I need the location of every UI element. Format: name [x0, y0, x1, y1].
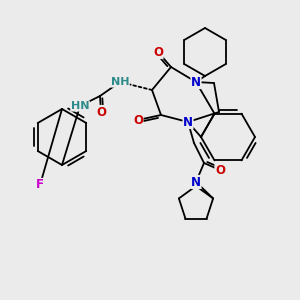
Text: O: O: [215, 164, 225, 176]
Text: HN: HN: [71, 101, 89, 111]
Text: O: O: [96, 106, 106, 118]
Text: N: N: [183, 116, 193, 128]
Text: O: O: [133, 113, 143, 127]
Text: O: O: [153, 46, 163, 59]
Text: NH: NH: [111, 77, 129, 87]
Text: F: F: [36, 178, 44, 191]
Text: N: N: [191, 176, 201, 188]
Text: N: N: [191, 76, 201, 88]
